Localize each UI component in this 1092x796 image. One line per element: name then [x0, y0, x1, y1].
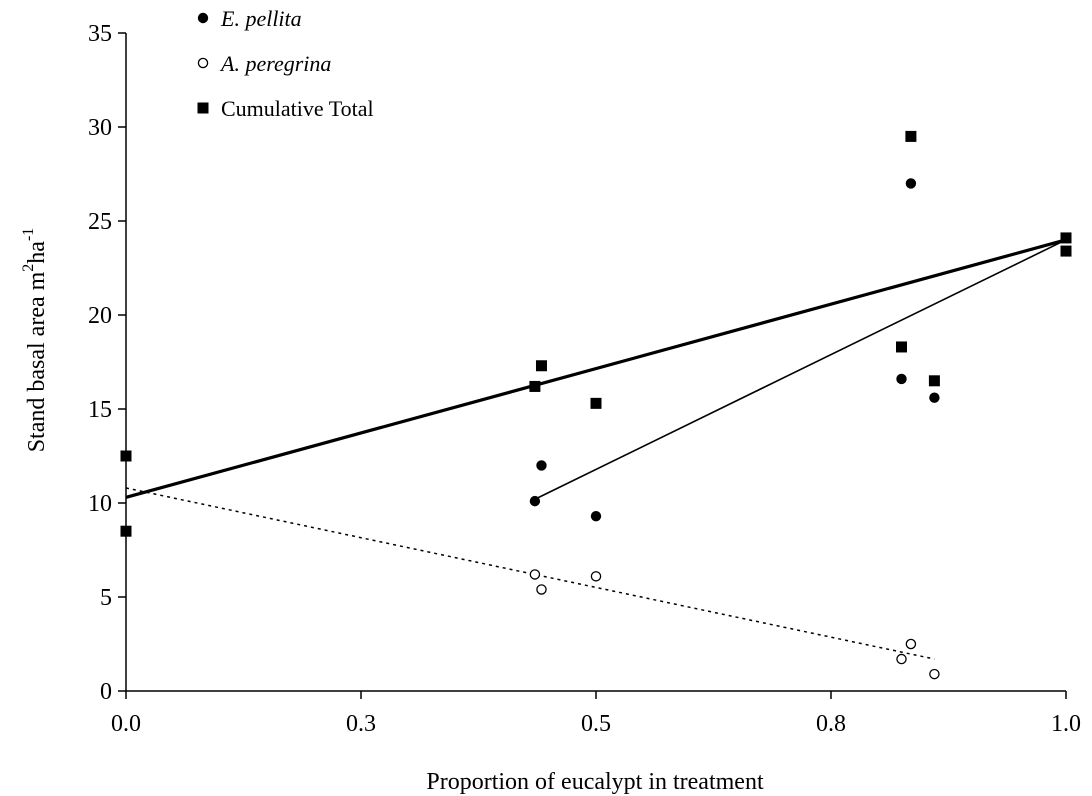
- e-pellita-trendline: [534, 239, 1067, 500]
- cumulative-total-point: [590, 397, 602, 409]
- cumulative-total-trendline: [125, 238, 1067, 499]
- cumulative-total-point: [905, 130, 917, 142]
- y-tick-label: 30: [88, 115, 112, 141]
- cumulative-total-point: [928, 375, 940, 387]
- a-peregrina-point: [905, 638, 917, 650]
- e-pellita-point: [529, 495, 541, 507]
- legend-marker-cumulative-total: [197, 102, 209, 114]
- legend-marker-a-peregrina: [197, 57, 209, 69]
- y-axis-label: Stand basal area m2ha-1: [20, 228, 50, 453]
- e-pellita-point: [905, 178, 917, 189]
- y-tick-label: 5: [100, 585, 112, 611]
- ticks: 0 5 10 15 20 25 30 35 0.0 0.3 0.5 0.8 1.0: [88, 21, 1081, 737]
- x-tick-label: 0.3: [346, 711, 376, 737]
- legend-label-a-peregrina: A. peregrina: [219, 51, 331, 76]
- cumulative-total-point: [1060, 232, 1072, 244]
- e-pellita-point: [536, 460, 547, 471]
- y-tick-label: 10: [88, 491, 112, 517]
- x-axis-label: Proportion of eucalypt in treatment: [426, 769, 764, 795]
- a-peregrina-point: [536, 584, 547, 595]
- a-peregrina-point: [590, 571, 602, 582]
- a-peregrina-point: [929, 668, 940, 680]
- data-points: [120, 130, 1072, 680]
- cumulative-total-point: [535, 360, 547, 372]
- y-axis-label-sup1: 2: [20, 264, 37, 272]
- a-peregrina-point: [529, 569, 541, 580]
- y-axis-label-sup2: -1: [20, 228, 37, 241]
- cumulative-total-point: [120, 525, 132, 537]
- x-tick-label: 0.0: [111, 711, 141, 737]
- y-tick-label: 15: [88, 397, 112, 423]
- cumulative-total-point: [120, 450, 132, 462]
- y-tick-label: 35: [88, 21, 112, 47]
- e-pellita-point: [590, 510, 602, 522]
- legend-label-e-pellita: E. pellita: [220, 6, 302, 31]
- y-axis-label-main: Stand basal area m: [24, 271, 50, 452]
- y-tick-label: 20: [88, 303, 112, 329]
- x-tick-label: 0.8: [816, 711, 846, 737]
- cumulative-total-point: [1060, 245, 1072, 257]
- cumulative-total-point: [896, 341, 907, 353]
- a-peregrina-point: [896, 653, 907, 665]
- legend: E. pellita A. peregrina Cumulative Total: [197, 6, 374, 121]
- e-pellita-point: [896, 373, 907, 385]
- cumulative-total-point: [529, 380, 541, 392]
- e-pellita-point: [929, 392, 940, 403]
- axes: [125, 33, 1066, 692]
- x-tick-label: 1.0: [1051, 711, 1081, 737]
- x-tick-label: 0.5: [581, 711, 611, 737]
- legend-label-cumulative-total: Cumulative Total: [221, 96, 374, 121]
- y-tick-label: 25: [88, 209, 112, 235]
- legend-marker-e-pellita: [197, 12, 209, 24]
- y-tick-label: 0: [100, 679, 112, 705]
- trendlines: [125, 238, 1067, 660]
- y-axis-label-mid: ha: [24, 241, 50, 264]
